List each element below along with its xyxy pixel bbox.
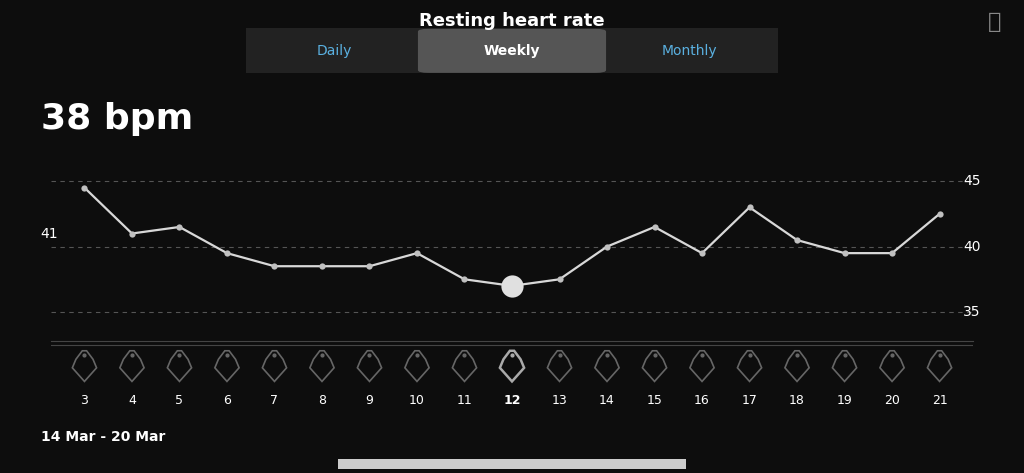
Text: 15: 15 (646, 394, 663, 407)
Text: 40: 40 (964, 240, 981, 254)
FancyBboxPatch shape (418, 29, 606, 73)
Text: 19: 19 (837, 394, 852, 407)
Text: 14 Mar - 20 Mar: 14 Mar - 20 Mar (41, 430, 165, 445)
Text: 14: 14 (599, 394, 614, 407)
FancyBboxPatch shape (233, 27, 791, 75)
Text: 6: 6 (223, 394, 230, 407)
Text: 17: 17 (741, 394, 758, 407)
Text: 18: 18 (790, 394, 805, 407)
Text: 4: 4 (128, 394, 136, 407)
Text: 8: 8 (318, 394, 326, 407)
Text: Weekly: Weekly (483, 44, 541, 58)
Text: Daily: Daily (316, 44, 352, 58)
Text: 9: 9 (366, 394, 374, 407)
Text: 21: 21 (932, 394, 947, 407)
Text: 10: 10 (409, 394, 425, 407)
Text: Monthly: Monthly (662, 44, 717, 58)
Text: ⓘ: ⓘ (988, 12, 1001, 32)
Text: 7: 7 (270, 394, 279, 407)
Text: 5: 5 (175, 394, 183, 407)
Text: 20: 20 (884, 394, 900, 407)
Text: Resting heart rate: Resting heart rate (419, 12, 605, 30)
Text: 11: 11 (457, 394, 472, 407)
Text: 45: 45 (964, 174, 981, 188)
Text: 12: 12 (503, 394, 521, 407)
Text: 16: 16 (694, 394, 710, 407)
Text: 35: 35 (964, 305, 981, 319)
Text: 41: 41 (41, 227, 58, 240)
Text: 13: 13 (552, 394, 567, 407)
Text: 3: 3 (81, 394, 88, 407)
Text: 38 bpm: 38 bpm (41, 102, 194, 136)
